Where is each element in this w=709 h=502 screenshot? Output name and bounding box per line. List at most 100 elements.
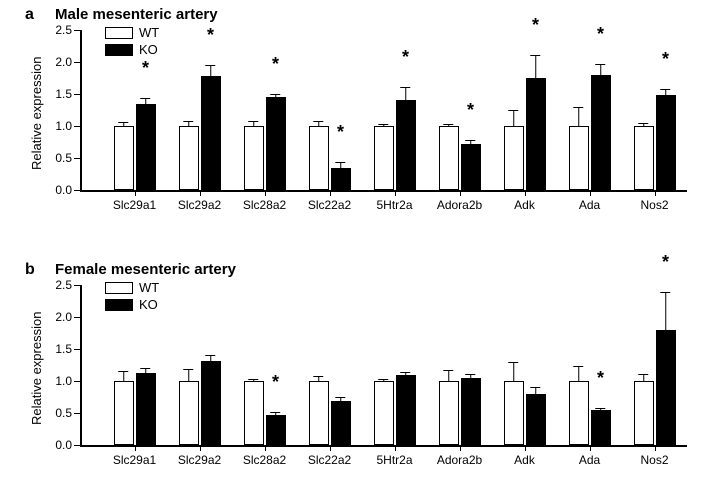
y-tick bbox=[74, 413, 82, 414]
significance-marker: * bbox=[597, 369, 604, 387]
x-tick-label: Adk bbox=[514, 198, 535, 212]
legend: WTKO bbox=[105, 280, 159, 314]
y-tick-label: 1.5 bbox=[55, 87, 72, 101]
x-tick-label: Slc29a1 bbox=[113, 453, 156, 467]
bar-ko bbox=[461, 378, 481, 445]
significance-marker: * bbox=[272, 373, 279, 391]
error-bar bbox=[470, 140, 472, 145]
y-tick bbox=[74, 381, 82, 382]
x-tick-label: Ada bbox=[579, 198, 600, 212]
bar-wt bbox=[569, 126, 589, 190]
error-bar bbox=[145, 98, 147, 104]
significance-marker: * bbox=[207, 26, 214, 44]
panel-title: Female mesenteric artery bbox=[55, 261, 236, 278]
y-tick-label: 1.5 bbox=[55, 342, 72, 356]
legend-swatch-ko bbox=[105, 299, 133, 311]
error-bar bbox=[123, 371, 125, 382]
error-bar bbox=[448, 124, 450, 127]
bar-ko bbox=[396, 100, 416, 190]
panel-b: bFemale mesenteric arteryRelative expres… bbox=[25, 255, 695, 485]
x-tick-label: Slc29a2 bbox=[178, 198, 221, 212]
bar-wt bbox=[179, 126, 199, 190]
error-bar bbox=[405, 87, 407, 101]
significance-marker: * bbox=[272, 55, 279, 73]
chart-area: 0.00.51.01.52.02.5*Slc29a1*Slc29a2*Slc28… bbox=[80, 30, 687, 192]
error-bar bbox=[275, 412, 277, 416]
x-tick-label: Slc22a2 bbox=[308, 453, 351, 467]
legend-swatch-ko bbox=[105, 44, 133, 56]
y-tick bbox=[74, 190, 82, 191]
bar-ko bbox=[201, 76, 221, 190]
bar-wt bbox=[504, 126, 524, 190]
y-tick-label: 1.0 bbox=[55, 119, 72, 133]
error-bar bbox=[275, 94, 277, 98]
y-tick bbox=[74, 317, 82, 318]
x-tick bbox=[200, 190, 201, 196]
error-bar bbox=[643, 123, 645, 127]
significance-marker: * bbox=[662, 253, 669, 271]
error-bar bbox=[665, 292, 667, 330]
x-tick bbox=[590, 445, 591, 451]
bar-ko bbox=[591, 75, 611, 190]
bar-wt bbox=[374, 381, 394, 445]
error-bar bbox=[578, 107, 580, 127]
error-bar bbox=[513, 110, 515, 127]
panel-a: aMale mesenteric arteryRelative expressi… bbox=[25, 0, 695, 230]
bar-wt bbox=[634, 381, 654, 445]
bar-wt bbox=[114, 381, 134, 445]
y-tick-label: 2.0 bbox=[55, 310, 72, 324]
y-tick bbox=[74, 62, 82, 63]
bar-wt bbox=[439, 381, 459, 445]
bar-ko bbox=[136, 373, 156, 445]
legend: WTKO bbox=[105, 25, 159, 59]
y-tick bbox=[74, 349, 82, 350]
y-tick-label: 2.0 bbox=[55, 55, 72, 69]
error-bar bbox=[448, 370, 450, 382]
y-tick-label: 0.0 bbox=[55, 438, 72, 452]
chart-area: 0.00.51.01.52.02.5Slc29a1Slc29a2*Slc28a2… bbox=[80, 285, 687, 447]
panel-label: b bbox=[25, 261, 35, 279]
legend-swatch-wt bbox=[105, 282, 133, 294]
significance-marker: * bbox=[402, 48, 409, 66]
error-bar bbox=[600, 64, 602, 76]
x-tick-label: Slc29a1 bbox=[113, 198, 156, 212]
bar-wt bbox=[374, 126, 394, 190]
y-tick bbox=[74, 126, 82, 127]
x-tick-label: Slc22a2 bbox=[308, 198, 351, 212]
significance-marker: * bbox=[467, 101, 474, 119]
error-bar bbox=[535, 55, 537, 79]
x-tick bbox=[525, 190, 526, 196]
error-bar bbox=[578, 366, 580, 382]
error-bar bbox=[188, 369, 190, 382]
error-bar bbox=[405, 372, 407, 376]
bar-ko bbox=[266, 415, 286, 445]
error-bar bbox=[383, 379, 385, 382]
bar-ko bbox=[136, 104, 156, 190]
error-bar bbox=[383, 124, 385, 127]
x-tick bbox=[655, 190, 656, 196]
error-bar bbox=[210, 355, 212, 361]
bar-ko bbox=[656, 95, 676, 190]
x-tick bbox=[395, 190, 396, 196]
error-bar bbox=[318, 121, 320, 127]
x-tick-label: 5Htr2a bbox=[376, 198, 412, 212]
y-tick-label: 0.5 bbox=[55, 406, 72, 420]
x-tick bbox=[200, 445, 201, 451]
error-bar bbox=[210, 65, 212, 77]
bar-wt bbox=[244, 381, 264, 445]
error-bar bbox=[123, 122, 125, 127]
y-tick bbox=[74, 445, 82, 446]
error-bar bbox=[145, 368, 147, 374]
x-tick-label: Nos2 bbox=[640, 453, 668, 467]
x-tick-label: Adora2b bbox=[437, 198, 482, 212]
x-tick-label: Slc28a2 bbox=[243, 453, 286, 467]
bar-ko bbox=[526, 394, 546, 445]
y-tick-label: 0.0 bbox=[55, 183, 72, 197]
x-tick-label: Adk bbox=[514, 453, 535, 467]
bar-wt bbox=[179, 381, 199, 445]
significance-marker: * bbox=[337, 123, 344, 141]
error-bar bbox=[643, 374, 645, 382]
x-tick-label: Nos2 bbox=[640, 198, 668, 212]
legend-label: WT bbox=[139, 25, 159, 40]
panel-title: Male mesenteric artery bbox=[55, 6, 218, 23]
